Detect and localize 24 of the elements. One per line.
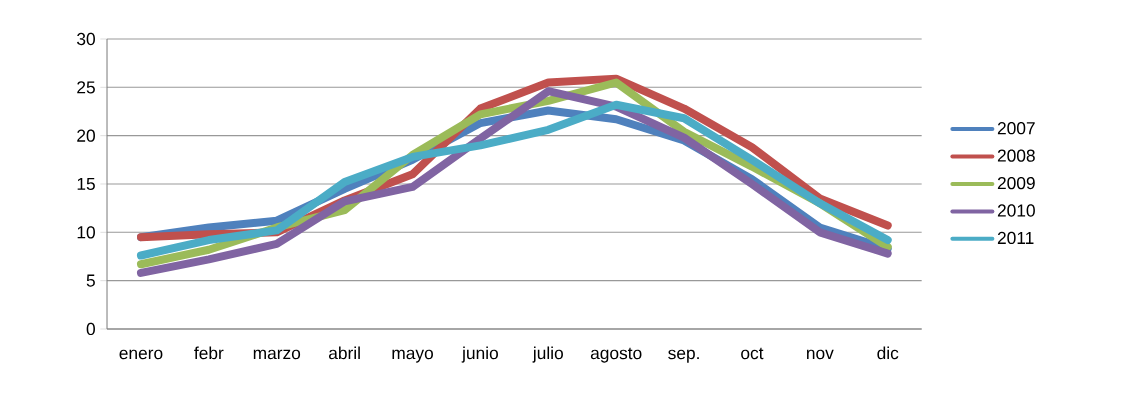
x-tick-label: febr xyxy=(194,346,224,360)
x-tick-label: julio xyxy=(532,346,563,363)
y-tick-label: 20 xyxy=(77,129,95,142)
legend-label: 2007 xyxy=(997,122,1035,135)
y-tick-label: 10 xyxy=(77,226,95,239)
legend-label: 2011 xyxy=(997,231,1034,245)
x-tick-label: mayo xyxy=(392,349,433,363)
y-tick-label: 25 xyxy=(77,81,95,94)
x-tick-label: nov xyxy=(807,349,834,360)
x-tick-label: marzo xyxy=(253,349,301,360)
legend-label: 2010 xyxy=(997,204,1035,217)
legend-label: 2009 xyxy=(997,176,1035,190)
x-tick-label: agosto xyxy=(590,347,642,363)
x-tick-label: sep. xyxy=(668,349,699,363)
x-tick-label: dic xyxy=(877,346,899,360)
x-tick-label: enero xyxy=(119,349,163,360)
x-tick-label: junio xyxy=(461,346,498,363)
x-tick-label: abril xyxy=(328,346,360,360)
x-tick-label: oct xyxy=(741,347,764,360)
y-tick-label: 15 xyxy=(77,177,95,191)
y-tick-label: 30 xyxy=(77,32,95,46)
y-tick-label: 5 xyxy=(86,274,95,287)
legend-label: 2008 xyxy=(997,149,1035,162)
y-tick-label: 0 xyxy=(86,322,95,336)
